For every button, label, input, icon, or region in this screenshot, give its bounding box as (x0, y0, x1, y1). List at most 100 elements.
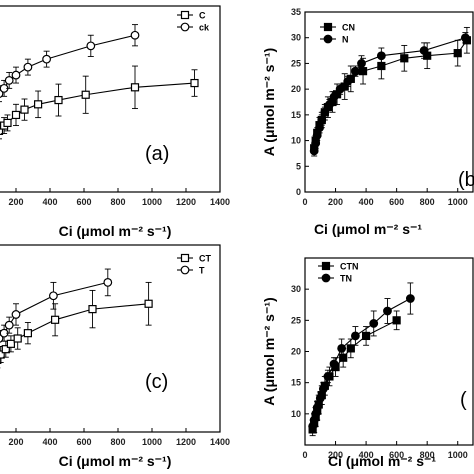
y-tick-label: 35 (291, 7, 301, 17)
y-tick-label: 5 (296, 161, 301, 171)
x-tick-label: 600 (76, 437, 91, 447)
data-point (346, 344, 355, 353)
legend-marker (180, 265, 190, 275)
data-point (400, 54, 409, 63)
data-point (1, 345, 10, 354)
data-point (453, 49, 462, 58)
x-tick-label: 800 (110, 197, 125, 207)
x-tick-label: 1000 (142, 197, 162, 207)
data-point (0, 350, 5, 359)
x-tick-label: 800 (110, 437, 125, 447)
data-point (11, 310, 21, 319)
data-point (351, 66, 360, 76)
x-tick-label: 600 (389, 197, 404, 207)
data-point (325, 100, 334, 109)
panel-4: 0 200 400 600 800 1000 10 15 20 25 30 Ci (μmol m⁻² … (261, 257, 474, 469)
x-tick-label: 600 (389, 450, 404, 460)
x-tick-label: 800 (420, 197, 435, 207)
plot-frame (304, 11, 474, 193)
legend: Cck (177, 11, 210, 33)
legend: CN N (320, 23, 355, 45)
panel-label: (c) (145, 371, 168, 393)
plot-area (308, 282, 415, 437)
plot-area (309, 26, 471, 157)
data-point (50, 315, 60, 324)
series-TN (308, 282, 415, 433)
data-point (337, 343, 347, 353)
data-point (312, 403, 322, 413)
data-point (130, 30, 140, 40)
series-line (0, 303, 149, 357)
y-tick-label: 25 (291, 315, 301, 325)
legend-label: C (199, 11, 206, 21)
x-axis-title: Ci (μmol m⁻² s⁻¹) (59, 223, 172, 239)
y-axis-title: A (μmol m⁻² s⁻¹) (261, 48, 277, 156)
panel-3: 200 400 600 800 1000 1200 1400 Ci (μmol m⁻² s⁻¹… (0, 244, 230, 469)
y-tick-label: 15 (291, 110, 301, 120)
series-T (0, 268, 113, 347)
series-line (0, 82, 195, 131)
data-point (81, 90, 90, 99)
data-point (11, 70, 21, 80)
data-point (23, 329, 32, 338)
data-point (405, 294, 415, 303)
data-point (361, 331, 371, 341)
legend-marker (180, 22, 190, 32)
x-tick-label: 0 (302, 197, 307, 207)
x-tick-label: 400 (359, 450, 374, 460)
data-point (369, 319, 379, 328)
data-point (329, 92, 339, 102)
panel-label: ( (460, 389, 467, 411)
y-tick-label: 30 (291, 284, 301, 294)
data-point (0, 126, 4, 135)
legend-label: CN (342, 23, 355, 33)
x-axis-title: Ci (μmol m⁻² s⁻¹) (59, 453, 172, 469)
legend-label: N (342, 35, 349, 45)
data-point (23, 62, 33, 72)
legend-marker (323, 34, 333, 44)
legend-label: T (199, 266, 205, 276)
legend-label: TN (340, 274, 352, 284)
data-point (312, 131, 322, 140)
legend-marker (321, 261, 331, 271)
data-point (351, 331, 360, 341)
panel-1: 200 400 600 800 1000 1200 1400 Ci (μmol m⁻² s⁻¹… (0, 5, 230, 239)
x-tick-label: 200 (328, 450, 343, 460)
x-tick-label: 400 (42, 197, 57, 207)
panel-label: (a) (145, 143, 169, 165)
data-point (49, 291, 58, 301)
data-point (320, 107, 330, 117)
data-point (20, 105, 29, 114)
data-point (343, 77, 353, 86)
data-point (42, 54, 51, 64)
data-point (323, 372, 333, 381)
y-tick-label: 15 (291, 378, 301, 388)
data-point (86, 41, 96, 51)
x-tick-label: 1400 (210, 437, 230, 447)
plot-frame (0, 5, 221, 193)
x-tick-label: 600 (76, 197, 91, 207)
y-tick-label: 0 (296, 187, 301, 197)
x-tick-label: 1000 (448, 450, 468, 460)
series-N (309, 32, 470, 157)
y-tick-label: 20 (291, 84, 301, 94)
data-point (33, 100, 43, 109)
legend: CTN TN (318, 262, 359, 284)
data-point (190, 78, 199, 88)
data-point (54, 95, 63, 105)
x-tick-label: 0 (302, 450, 307, 460)
data-point (392, 316, 401, 325)
data-point (357, 59, 366, 68)
legend-marker (180, 10, 190, 20)
data-point (4, 320, 14, 330)
data-point (460, 33, 470, 43)
series-line (0, 34, 136, 94)
data-point (144, 299, 153, 308)
data-point (383, 306, 392, 316)
y-tick-label: 10 (291, 409, 301, 419)
data-point (317, 115, 327, 125)
data-point (315, 393, 325, 403)
x-tick-label: 800 (420, 450, 435, 460)
x-tick-label: 400 (359, 197, 374, 207)
